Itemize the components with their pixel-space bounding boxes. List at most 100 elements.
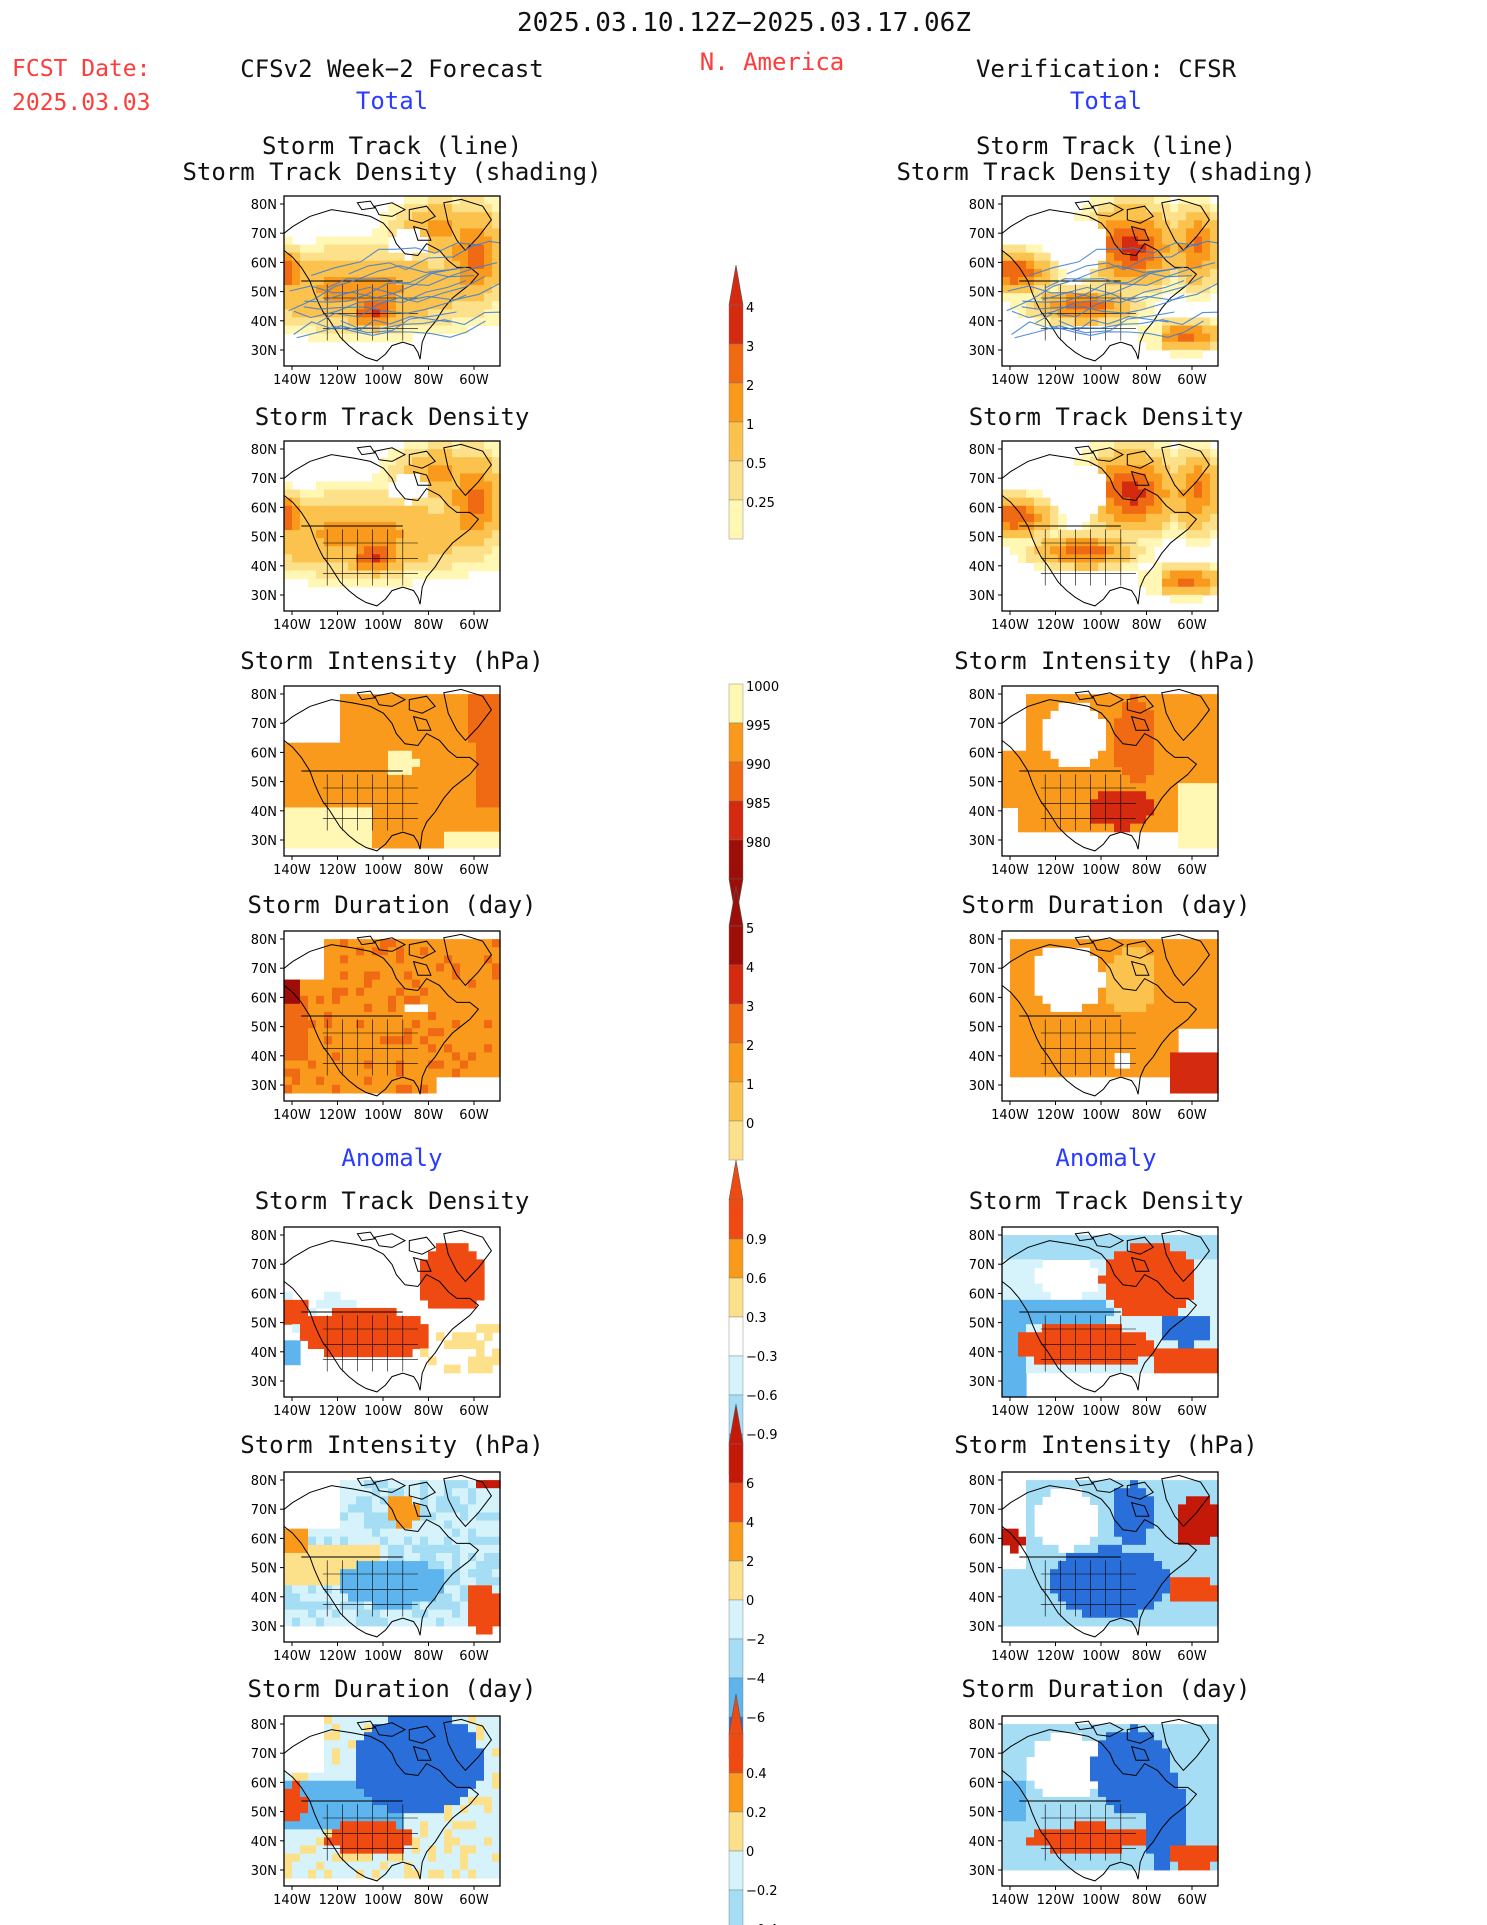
- heatmap-cell: [1202, 1068, 1211, 1078]
- heatmap-cell: [308, 831, 317, 841]
- heatmap-cell: [1130, 489, 1139, 499]
- heatmap-cell: [308, 1340, 317, 1350]
- heatmap-cell: [1034, 1496, 1043, 1505]
- heatmap-cell: [388, 1340, 397, 1350]
- heatmap-cell: [1186, 1060, 1195, 1070]
- heatmap-cell: [284, 1084, 293, 1094]
- heatmap-cell: [1106, 1283, 1115, 1293]
- heatmap-cell: [1018, 301, 1027, 310]
- heatmap-cell: [476, 1036, 485, 1045]
- heatmap-cell: [1138, 987, 1147, 997]
- heatmap-cell: [1018, 1003, 1027, 1013]
- heatmap-cell: [1010, 1569, 1019, 1578]
- heatmap-cell: [1202, 1259, 1211, 1269]
- heatmap-cell: [1138, 1552, 1147, 1562]
- heatmap-cell: [1130, 1609, 1139, 1619]
- heatmap-cell: [308, 1585, 317, 1595]
- heatmap-cell: [1154, 341, 1163, 351]
- heatmap-cell: [1138, 1259, 1147, 1269]
- heatmap-cell: [1202, 196, 1211, 205]
- heatmap-cell: [348, 260, 357, 270]
- heatmap-cell: [1114, 1003, 1123, 1013]
- heatmap-cell: [468, 710, 477, 719]
- heatmap-cell: [460, 839, 469, 849]
- heatmap-cell: [1178, 333, 1187, 343]
- heatmap-cell: [1130, 799, 1139, 809]
- heatmap-cell: [1098, 513, 1107, 523]
- heatmap-cell: [468, 1593, 477, 1603]
- heatmap-cell: [1074, 815, 1083, 825]
- heatmap-cell: [468, 457, 477, 466]
- heatmap-cell: [404, 1076, 413, 1086]
- heatmap-cell: [428, 710, 437, 719]
- heatmap-cell: [1114, 505, 1123, 515]
- heatmap-cell: [1010, 497, 1019, 507]
- heatmap-cell: [356, 979, 365, 989]
- heatmap-cell: [404, 1520, 413, 1530]
- heatmap-cell: [348, 497, 357, 507]
- heatmap-cell: [1018, 285, 1027, 294]
- heatmap-cell: [1010, 1259, 1019, 1269]
- heatmap-cell: [460, 815, 469, 825]
- heatmap-cell: [1210, 799, 1219, 809]
- heatmap-cell: [372, 489, 381, 499]
- heatmap-cell: [492, 1593, 501, 1603]
- heatmap-cell: [348, 1044, 357, 1054]
- heatmap-cell: [1082, 1569, 1091, 1578]
- heatmap-cell: [372, 236, 381, 246]
- heatmap-cell: [316, 268, 325, 278]
- heatmap-cell: [1130, 268, 1139, 278]
- lon-label: 60W: [459, 618, 489, 633]
- heatmap-cell: [372, 513, 381, 523]
- heatmap-cell: [1170, 228, 1179, 238]
- heatmap-cell: [1170, 236, 1179, 246]
- date-range-title: 2025.03.10.12Z−2025.03.17.06Z: [517, 8, 971, 38]
- heatmap-cell: [1178, 987, 1187, 997]
- heatmap-cell: [436, 979, 445, 989]
- heatmap-cell: [1154, 276, 1163, 286]
- heatmap-cell: [1002, 1259, 1011, 1269]
- heatmap-cell: [380, 1536, 389, 1546]
- heatmap-cell: [1138, 204, 1147, 213]
- heatmap-cell: [372, 839, 381, 849]
- heatmap-cell: [300, 1544, 309, 1554]
- heatmap-cell: [460, 1060, 469, 1070]
- heatmap-cell: [444, 244, 453, 254]
- heatmap-cell: [372, 955, 381, 964]
- heatmap-cell: [1098, 204, 1107, 213]
- heatmap-cell: [1178, 236, 1187, 246]
- heatmap-cell: [1146, 775, 1155, 784]
- heatmap-cell: [1050, 1068, 1059, 1078]
- heatmap-cell: [1186, 285, 1195, 294]
- heatmap-cell: [1090, 1593, 1099, 1603]
- heatmap-cell: [1098, 317, 1107, 327]
- heatmap-cell: [396, 457, 405, 466]
- heatmap-cell: [356, 513, 365, 523]
- heatmap-cell: [356, 1020, 365, 1029]
- heatmap-cell: [332, 1052, 341, 1062]
- heatmap-cell: [1122, 1356, 1131, 1366]
- heatmap-cell: [1202, 530, 1211, 539]
- heatmap-cell: [460, 939, 469, 948]
- heatmap-cell: [428, 1601, 437, 1611]
- heatmap-cell: [420, 979, 429, 989]
- heatmap-cell: [404, 1544, 413, 1554]
- heatmap-cell: [1154, 1283, 1163, 1293]
- heatmap-cell: [1010, 293, 1019, 302]
- heatmap-cell: [1098, 1536, 1107, 1546]
- heatmap-cell: [436, 963, 445, 973]
- heatmap-cell: [484, 1520, 493, 1530]
- heatmap-cell: [332, 1536, 341, 1546]
- heatmap-cell: [428, 1585, 437, 1595]
- heatmap-cell: [452, 1267, 461, 1277]
- heatmap-cell: [428, 758, 437, 768]
- heatmap-cell: [316, 742, 325, 752]
- heatmap-cell: [1162, 987, 1171, 997]
- heatmap-cell: [404, 831, 413, 841]
- heatmap-cell: [396, 204, 405, 213]
- heatmap-cell: [428, 562, 437, 572]
- heatmap-cell: [1098, 791, 1107, 800]
- heatmap-cell: [492, 1617, 501, 1627]
- heatmap-cell: [404, 301, 413, 310]
- heatmap-cell: [1018, 260, 1027, 270]
